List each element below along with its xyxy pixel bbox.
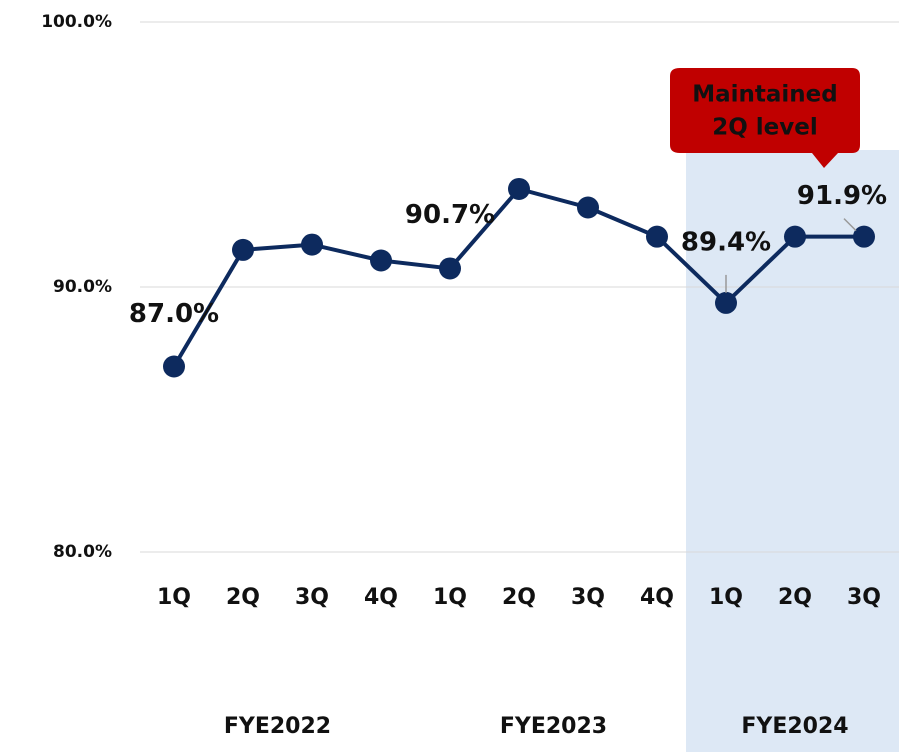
- x-tick-label: 3Q: [847, 585, 881, 610]
- group-label: FYE2024: [741, 714, 848, 739]
- callout-text: 2Q level: [712, 115, 818, 141]
- point: [784, 225, 806, 248]
- data-label: 90.7%: [405, 200, 495, 230]
- x-tick-label: 2Q: [226, 585, 260, 610]
- x-tick-label: 1Q: [709, 585, 743, 610]
- y-tick-label: 90.0%: [53, 277, 112, 297]
- data-label: 89.4%: [681, 227, 771, 257]
- callout-text: Maintained: [692, 82, 838, 108]
- point: [715, 291, 737, 314]
- x-tick-label: 4Q: [640, 585, 674, 610]
- point: [853, 225, 875, 248]
- leader-line: [843, 218, 857, 232]
- point: [508, 177, 530, 200]
- x-tick-label: 3Q: [295, 585, 329, 610]
- data-label: 91.9%: [797, 181, 887, 211]
- point: [301, 233, 323, 256]
- x-tick-label: 3Q: [571, 585, 605, 610]
- y-tick-label: 100.0%: [41, 12, 112, 32]
- x-tick-label: 2Q: [502, 585, 536, 610]
- point: [577, 196, 599, 219]
- callout: [670, 68, 860, 168]
- x-tick-label: 4Q: [364, 585, 398, 610]
- point: [439, 257, 461, 280]
- group-label: FYE2023: [500, 714, 607, 739]
- point: [370, 249, 392, 272]
- x-tick-label: 1Q: [157, 585, 191, 610]
- point: [646, 225, 668, 248]
- data-label: 87.0%: [129, 299, 219, 329]
- point: [163, 355, 185, 378]
- x-tick-label: 2Q: [778, 585, 812, 610]
- group-label: FYE2022: [224, 714, 331, 739]
- highlight-band: [686, 150, 899, 752]
- point: [232, 238, 254, 261]
- y-tick-label: 80.0%: [53, 542, 112, 562]
- x-tick-label: 1Q: [433, 585, 467, 610]
